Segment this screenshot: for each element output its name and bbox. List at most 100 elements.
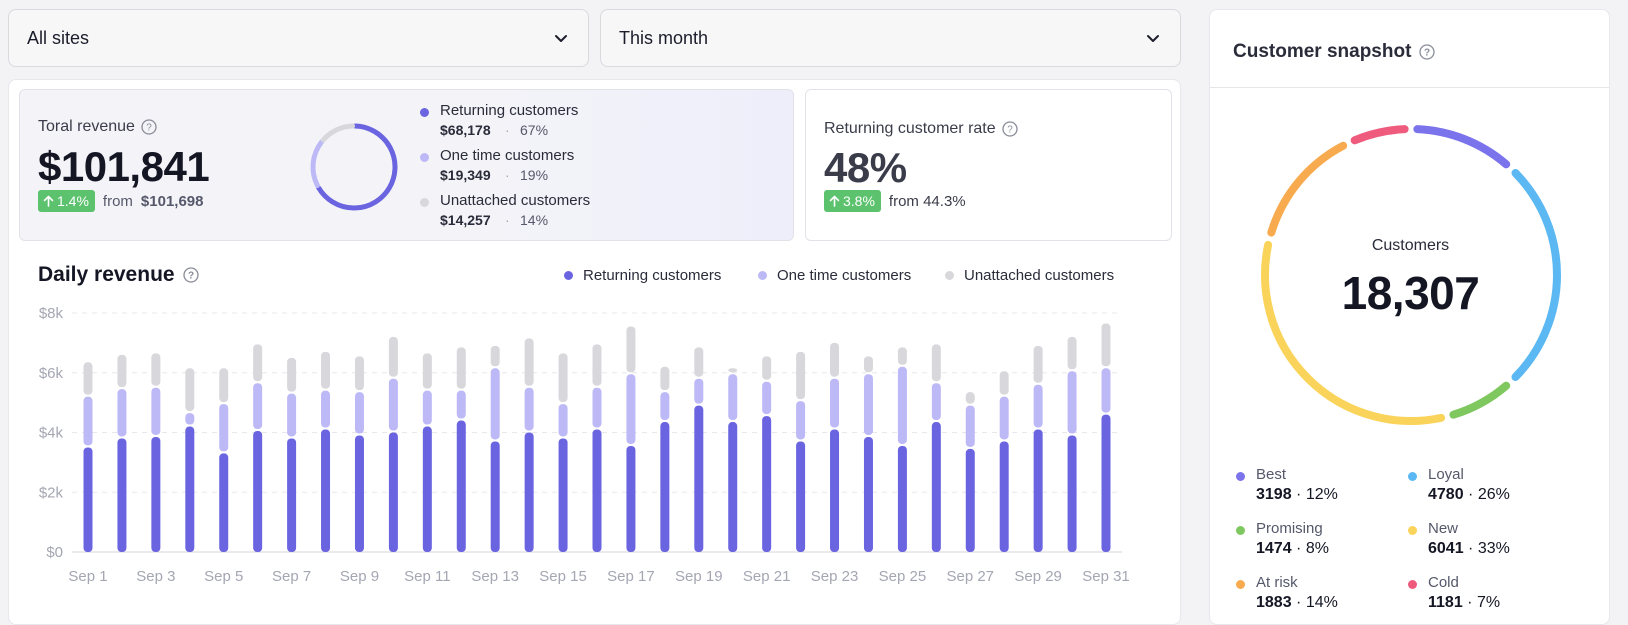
bar-unattached-customers-sep-30[interactable] — [1067, 336, 1077, 370]
bar-returning-customers-sep-1[interactable] — [83, 447, 93, 552]
segment-at-risk[interactable]: At risk 1883 · 14% — [1236, 574, 1416, 624]
bar-unattached-customers-sep-28[interactable] — [999, 371, 1009, 395]
bar-returning-customers-sep-21[interactable] — [762, 416, 772, 552]
bar-returning-customers-sep-25[interactable] — [897, 445, 907, 552]
bar-one-time-customers-sep-31[interactable] — [1101, 368, 1111, 413]
site-select[interactable]: All sites — [8, 9, 589, 67]
bar-unattached-customers-sep-6[interactable] — [253, 344, 263, 382]
bar-unattached-customers-sep-8[interactable] — [321, 351, 331, 389]
bar-returning-customers-sep-4[interactable] — [185, 426, 195, 552]
bar-unattached-customers-sep-22[interactable] — [796, 351, 806, 400]
bar-returning-customers-sep-31[interactable] — [1101, 414, 1111, 552]
bar-unattached-customers-sep-21[interactable] — [762, 356, 772, 380]
bar-one-time-customers-sep-30[interactable] — [1067, 371, 1077, 434]
bar-one-time-customers-sep-9[interactable] — [354, 392, 364, 434]
bar-returning-customers-sep-10[interactable] — [388, 432, 398, 553]
bar-one-time-customers-sep-28[interactable] — [999, 396, 1009, 440]
bar-unattached-customers-sep-26[interactable] — [931, 344, 941, 382]
bar-returning-customers-sep-20[interactable] — [728, 422, 738, 552]
bar-returning-customers-sep-15[interactable] — [558, 438, 568, 552]
bar-returning-customers-sep-28[interactable] — [999, 441, 1009, 552]
bar-returning-customers-sep-6[interactable] — [253, 431, 263, 552]
bar-unattached-customers-sep-4[interactable] — [185, 368, 195, 412]
bar-one-time-customers-sep-21[interactable] — [762, 381, 772, 415]
bar-unattached-customers-sep-24[interactable] — [863, 356, 873, 373]
bar-returning-customers-sep-26[interactable] — [931, 422, 941, 552]
bar-one-time-customers-sep-16[interactable] — [592, 387, 602, 428]
bar-unattached-customers-sep-19[interactable] — [694, 347, 704, 377]
segment-best[interactable]: Best 3198 · 12% — [1236, 466, 1416, 516]
bar-one-time-customers-sep-13[interactable] — [490, 368, 500, 440]
chart-legend-unattached[interactable]: Unattached customers — [945, 267, 1114, 284]
period-select[interactable]: This month — [600, 9, 1181, 67]
bar-unattached-customers-sep-7[interactable] — [287, 357, 297, 392]
bar-one-time-customers-sep-11[interactable] — [422, 390, 432, 425]
bar-returning-customers-sep-2[interactable] — [117, 438, 127, 552]
bar-one-time-customers-sep-2[interactable] — [117, 389, 127, 437]
bar-one-time-customers-sep-27[interactable] — [965, 405, 975, 447]
help-icon[interactable]: ? — [141, 119, 157, 135]
bar-returning-customers-sep-24[interactable] — [863, 436, 873, 552]
bar-returning-customers-sep-29[interactable] — [1033, 429, 1043, 552]
bar-returning-customers-sep-9[interactable] — [354, 435, 364, 552]
bar-one-time-customers-sep-22[interactable] — [796, 401, 806, 440]
help-icon[interactable]: ? — [1419, 44, 1436, 60]
bar-returning-customers-sep-7[interactable] — [287, 438, 297, 552]
bar-one-time-customers-sep-8[interactable] — [321, 390, 331, 428]
help-icon[interactable]: ? — [1001, 121, 1018, 137]
segment-loyal[interactable]: Loyal 4780 · 26% — [1408, 466, 1588, 516]
bar-returning-customers-sep-23[interactable] — [830, 429, 840, 552]
bar-unattached-customers-sep-20[interactable] — [728, 368, 738, 373]
bar-unattached-customers-sep-3[interactable] — [151, 353, 161, 386]
bar-unattached-customers-sep-23[interactable] — [830, 342, 840, 377]
bar-unattached-customers-sep-2[interactable] — [117, 354, 127, 388]
chart-legend-returning[interactable]: Returning customers — [564, 267, 721, 284]
help-icon[interactable]: ? — [182, 267, 199, 283]
chart-legend-one-time[interactable]: One time customers — [758, 267, 911, 284]
bar-one-time-customers-sep-5[interactable] — [219, 404, 229, 452]
bar-returning-customers-sep-14[interactable] — [524, 432, 534, 553]
bar-unattached-customers-sep-29[interactable] — [1033, 345, 1043, 383]
segment-new[interactable]: New 6041 · 33% — [1408, 520, 1588, 570]
bar-returning-customers-sep-13[interactable] — [490, 441, 500, 552]
bar-one-time-customers-sep-15[interactable] — [558, 404, 568, 437]
bar-returning-customers-sep-8[interactable] — [321, 429, 331, 552]
bar-returning-customers-sep-12[interactable] — [456, 420, 466, 552]
bar-unattached-customers-sep-12[interactable] — [456, 347, 466, 389]
bar-one-time-customers-sep-24[interactable] — [863, 374, 873, 435]
bar-returning-customers-sep-17[interactable] — [626, 445, 636, 552]
bar-one-time-customers-sep-6[interactable] — [253, 383, 263, 430]
bar-unattached-customers-sep-31[interactable] — [1101, 323, 1111, 367]
bar-one-time-customers-sep-25[interactable] — [897, 366, 907, 444]
bar-returning-customers-sep-5[interactable] — [219, 453, 229, 552]
bar-unattached-customers-sep-15[interactable] — [558, 353, 568, 403]
bar-unattached-customers-sep-18[interactable] — [660, 366, 670, 391]
segment-cold[interactable]: Cold 1181 · 7% — [1408, 574, 1588, 624]
bar-unattached-customers-sep-10[interactable] — [388, 336, 398, 377]
bar-one-time-customers-sep-3[interactable] — [151, 387, 161, 435]
bar-unattached-customers-sep-9[interactable] — [354, 356, 364, 391]
bar-one-time-customers-sep-10[interactable] — [388, 378, 398, 431]
bar-unattached-customers-sep-17[interactable] — [626, 326, 636, 373]
bar-unattached-customers-sep-14[interactable] — [524, 338, 534, 386]
bar-unattached-customers-sep-25[interactable] — [897, 347, 907, 365]
bar-returning-customers-sep-16[interactable] — [592, 429, 602, 552]
bar-returning-customers-sep-27[interactable] — [965, 448, 975, 552]
bar-one-time-customers-sep-4[interactable] — [185, 413, 195, 425]
segment-promising[interactable]: Promising 1474 · 8% — [1236, 520, 1416, 570]
bar-unattached-customers-sep-1[interactable] — [83, 362, 93, 395]
bar-returning-customers-sep-11[interactable] — [422, 426, 432, 552]
bar-unattached-customers-sep-27[interactable] — [965, 392, 975, 404]
bar-one-time-customers-sep-12[interactable] — [456, 390, 466, 419]
bar-returning-customers-sep-3[interactable] — [151, 436, 161, 552]
bar-returning-customers-sep-19[interactable] — [694, 405, 704, 552]
bar-unattached-customers-sep-11[interactable] — [422, 353, 432, 389]
bar-one-time-customers-sep-26[interactable] — [931, 383, 941, 421]
bar-one-time-customers-sep-19[interactable] — [694, 378, 704, 404]
bar-one-time-customers-sep-7[interactable] — [287, 393, 297, 437]
bar-unattached-customers-sep-5[interactable] — [219, 368, 229, 403]
bar-one-time-customers-sep-20[interactable] — [728, 374, 738, 421]
bar-one-time-customers-sep-17[interactable] — [626, 374, 636, 444]
bar-returning-customers-sep-30[interactable] — [1067, 435, 1077, 552]
bar-one-time-customers-sep-1[interactable] — [83, 396, 93, 446]
